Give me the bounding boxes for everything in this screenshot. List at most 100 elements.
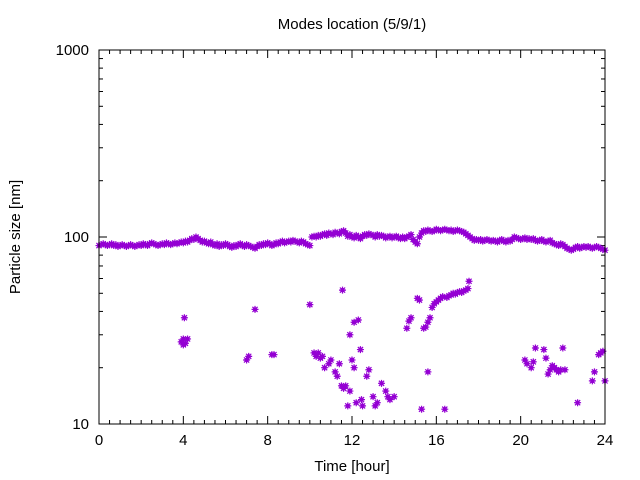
data-point-star [352,399,360,407]
data-point-star [441,225,449,233]
data-point-star [325,229,333,237]
data-point-star [165,240,173,248]
axes: 0 4 8 12 16 20 24 10 100 1000 [56,42,614,449]
data-point-star [510,233,518,241]
data-point [413,240,421,248]
data-point-star [512,234,520,242]
data-point-star [544,237,552,245]
data-point-star [424,226,432,234]
data-point-star [485,236,493,244]
data-point [527,364,535,372]
data-point-star [365,230,373,238]
data-point [354,316,362,324]
data-point-star [226,242,234,250]
data-point-star [283,238,291,246]
data-point-star [384,233,392,241]
data-point-star [576,244,584,252]
data-point [386,396,394,404]
data-point-star [426,227,434,235]
data-point-star [437,227,445,235]
data-point-star [420,227,428,235]
data-point-star [120,242,128,250]
data-point-star [580,242,588,250]
data-point-star [456,288,464,296]
data-point-star [230,242,238,250]
data-point [310,349,318,357]
data-point-star [599,245,607,253]
data-point-star [306,242,314,250]
data-point-star [565,245,573,253]
x-tick-label: 0 [95,432,103,449]
data-point [270,351,278,359]
data-point-star [175,239,183,247]
data-point-star [103,242,111,250]
y-tick-label: 1000 [56,42,89,59]
data-point-star [371,402,379,410]
data-point [321,364,329,372]
data-point [306,301,314,309]
data-point-star [496,236,504,244]
data-point-star [171,239,179,247]
data-point-star [588,377,596,385]
data-point [363,372,371,380]
data-point-star [536,236,544,244]
data-point-star [291,237,299,245]
data-point-star [127,241,135,249]
data-point-star [422,323,430,331]
data-point-star [318,352,326,360]
chart-title: Modes location (5/9/1) [278,16,426,33]
data-point-star [354,316,362,324]
data-points [95,225,609,413]
data-point-star [527,235,535,243]
x-tick-label: 8 [263,432,271,449]
data-point-star [297,237,305,245]
data-point-star [527,364,535,372]
data-point-star [209,241,217,249]
data-point [588,377,596,385]
y-axis-label: Particle size [nm] [7,180,24,294]
data-point-star [180,314,188,322]
data-point-star [148,239,156,247]
data-point-star [439,226,447,234]
data-point-star [544,370,552,378]
data-point [426,314,434,322]
data-point-star [348,233,356,241]
data-point [521,356,529,364]
data-point-star [243,241,251,249]
data-point-star [593,242,601,250]
data-point-star [403,324,411,332]
data-point-star [449,289,457,297]
data-point-star [415,296,423,304]
data-point-star [472,235,480,243]
x-tick-label: 12 [344,432,361,449]
data-point-star [348,356,356,364]
data-point [405,317,413,325]
data-point-star [540,237,548,245]
data-point [371,402,379,410]
data-point-star [590,368,598,376]
data-point-star [489,236,497,244]
data-point-star [515,235,523,243]
data-point [179,335,187,343]
data-point [359,402,367,410]
data-point-star [557,366,565,374]
data-point-star [453,288,461,296]
data-point-star [245,242,253,250]
data-point-star [420,324,428,332]
data-point-star [131,242,139,250]
data-point-star [259,240,267,248]
data-point-star [487,237,495,245]
data-point-star [321,364,329,372]
data-point [357,396,365,404]
data-point-star [375,232,383,240]
data-point-star [481,236,489,244]
data-point-star [534,237,542,245]
data-point-star [517,235,525,243]
data-point-star [302,240,310,248]
data-point-star [306,301,314,309]
data-point [403,324,411,332]
data-point-star [154,242,162,250]
data-point-star [424,368,432,376]
plot-frame [98,49,606,425]
